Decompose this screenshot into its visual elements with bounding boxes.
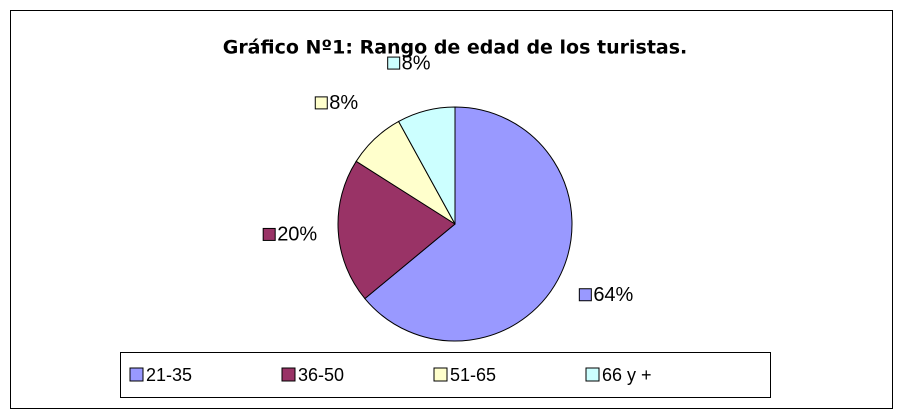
pie-slice (337, 160, 456, 300)
label-key (578, 288, 592, 302)
data-label: 8% (402, 52, 431, 74)
legend-key (281, 367, 296, 382)
chart-title: Gráfico Nº1: Rango de edad de los turist… (223, 37, 688, 59)
label-key (387, 56, 401, 70)
label-key (314, 96, 328, 110)
label-key (262, 227, 276, 241)
legend-key (129, 367, 144, 382)
legend-label: 66 y + (602, 365, 652, 385)
data-label: 8% (329, 92, 358, 114)
legend-label: 21-35 (146, 365, 192, 385)
pie-slice (364, 106, 573, 342)
data-label: 20% (277, 224, 317, 246)
legend-label: 51-65 (450, 365, 496, 385)
legend-label: 36-50 (298, 365, 344, 385)
pie-slice (397, 106, 456, 225)
legend-key (585, 367, 600, 382)
data-label: 64% (593, 284, 633, 306)
legend-key (433, 367, 448, 382)
